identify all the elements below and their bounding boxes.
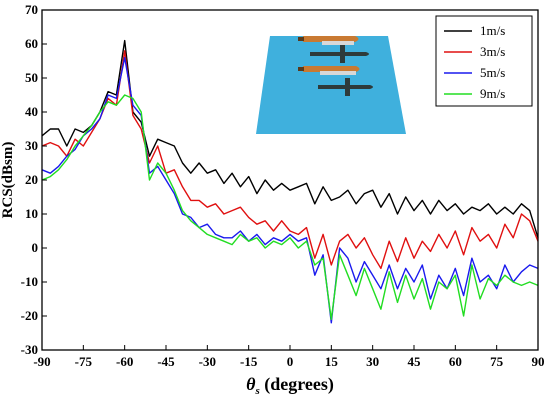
- y-tick-label: 40: [25, 104, 38, 119]
- y-tick-label: 30: [25, 138, 38, 153]
- x-tick-label: 0: [287, 354, 294, 369]
- x-tick-label: 60: [449, 354, 462, 369]
- y-tick-label: 0: [32, 240, 39, 255]
- y-tick-label: -30: [21, 342, 38, 357]
- x-tick-label: -75: [75, 354, 93, 369]
- submarine-icon: [318, 78, 373, 96]
- legend-label-4: 9m/s: [480, 86, 505, 101]
- series-layer: [41, 39, 539, 324]
- series-line-1: [41, 39, 539, 239]
- y-tick-label: 50: [25, 70, 38, 85]
- torpedo-icon: [298, 66, 360, 75]
- torpedo-icon: [298, 36, 359, 45]
- y-tick-label: 60: [25, 36, 38, 51]
- x-tick-label: 90: [532, 354, 545, 369]
- x-tick-label: 75: [490, 354, 504, 369]
- y-tick-label: 20: [25, 172, 38, 187]
- x-tick-label: 30: [366, 354, 379, 369]
- x-tick-label: -60: [116, 354, 133, 369]
- x-tick-label: -45: [157, 354, 175, 369]
- y-axis-title: RCS(dBsm): [0, 142, 16, 219]
- series-line-4: [41, 94, 539, 321]
- x-axis-title: θs (degrees): [246, 374, 334, 397]
- x-tick-label: -30: [199, 354, 216, 369]
- inset-illustration: [256, 36, 406, 134]
- submarine-icon: [310, 45, 369, 63]
- legend-label-2: 3m/s: [480, 44, 505, 59]
- y-tick-label: 10: [25, 206, 38, 221]
- legend-label-3: 5m/s: [480, 65, 505, 80]
- y-tick-label: 70: [25, 2, 38, 17]
- series-line-3: [41, 56, 539, 324]
- series-line-2: [41, 50, 539, 270]
- x-tick-label: -15: [240, 354, 258, 369]
- x-tick-label: 15: [325, 354, 339, 369]
- legend: 1m/s 3m/s 5m/s 9m/s: [435, 15, 533, 107]
- x-tick-label: -90: [33, 354, 50, 369]
- ticks-layer: -90 -75 -60 -45 -30 -15 0 15 30 45 60 75 90 -30 -20 -10…: [21, 2, 545, 369]
- y-tick-label: -10: [21, 274, 38, 289]
- legend-label-1: 1m/s: [480, 23, 505, 38]
- x-tick-label: 45: [408, 354, 422, 369]
- y-tick-label: -20: [21, 308, 38, 323]
